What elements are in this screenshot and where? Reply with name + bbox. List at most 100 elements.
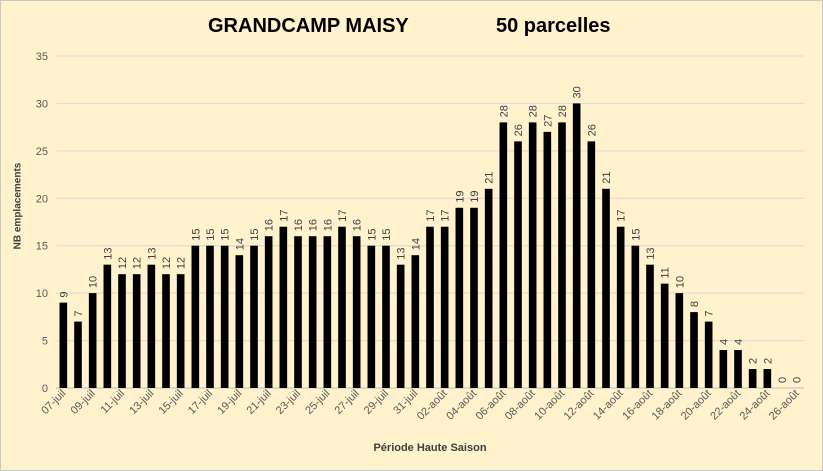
bar [543,131,552,388]
y-tick-label: 30 [36,98,48,110]
data-label: 13 [645,247,657,259]
bar [748,369,757,388]
bar [440,226,449,388]
data-label: 28 [498,105,510,117]
bar [191,245,200,388]
data-label: 0 [777,377,789,383]
bar [103,264,112,388]
bar [660,283,669,388]
data-label: 17 [337,209,349,221]
y-tick-label: 35 [36,51,48,63]
bar [118,274,126,388]
x-tick-label: 29-juil [362,388,391,417]
data-label: 8 [689,301,701,307]
data-label: 15 [366,228,378,240]
data-label: 15 [249,228,261,240]
data-label: 16 [264,219,276,231]
bar [470,207,478,388]
x-tick-label: 17-juil [186,388,215,417]
data-label: 17 [440,209,452,221]
bar [59,302,68,388]
x-tick-label: 09-juil [69,388,98,417]
x-tick-label: 25-juil [303,388,332,417]
data-label: 12 [176,257,188,269]
x-tick-label: 12-août [562,388,597,423]
data-label: 30 [572,86,584,98]
bar [616,226,625,388]
bar [338,226,346,388]
bar [675,293,684,388]
data-label: 12 [161,257,173,269]
data-label: 15 [630,228,642,240]
bar [602,188,610,388]
x-tick-label: 19-juil [215,388,244,417]
data-label: 2 [748,358,760,364]
data-label: 27 [542,115,554,127]
y-tick-label: 20 [36,193,48,205]
data-label: 15 [190,228,202,240]
bar [631,245,640,388]
y-tick-label: 15 [36,241,48,253]
x-tick-label: 24-août [738,388,773,423]
data-label: 13 [102,247,114,259]
data-label: 19 [469,191,481,203]
data-label: 28 [528,105,540,117]
bar [528,122,537,389]
y-tick-label: 10 [36,288,48,300]
data-label: 15 [381,228,393,240]
data-label: 15 [220,228,232,240]
x-tick-label: 06-août [474,388,509,423]
data-label: 12 [132,257,144,269]
data-label: 10 [88,276,100,288]
bar [294,236,302,388]
data-label: 26 [586,124,598,136]
x-tick-label: 20-août [679,388,714,423]
bar [352,236,361,388]
data-label: 11 [660,267,672,278]
bar [88,293,97,388]
x-tick-label: 21-juil [245,388,274,417]
bar [132,274,141,388]
bar [455,207,464,388]
data-label: 16 [352,219,364,231]
bar [690,312,698,388]
bar [499,122,508,389]
x-tick-label: 10-août [532,388,567,423]
x-tick-label: 11-juil [98,388,127,417]
bar [250,245,258,388]
data-label: 12 [117,257,129,269]
bar [308,236,317,388]
x-tick-label: 02-août [415,388,450,423]
data-label: 10 [674,276,686,288]
bar [162,274,170,388]
bar [396,264,405,388]
bar [323,236,332,388]
y-tick-label: 0 [42,383,48,395]
data-label: 21 [484,172,496,184]
bar [367,245,376,388]
chart-subtitle: 50 parcelles [496,15,611,37]
data-label: 14 [234,238,246,250]
data-label: 13 [146,247,158,259]
x-tick-label: 16-août [620,388,655,423]
data-label: 4 [718,339,730,345]
x-tick-label: 13-juil [127,388,156,417]
data-label: 26 [513,124,525,136]
bar [572,103,581,388]
bar [426,226,434,388]
y-tick-label: 25 [36,146,48,158]
data-label: 4 [733,339,745,345]
x-tick-label: 15-juil [157,388,186,417]
bar [147,264,156,388]
bar [279,226,288,388]
data-label: 16 [322,219,334,231]
bar [734,350,742,388]
data-label: 21 [601,172,613,184]
bar [704,321,713,388]
data-label: 16 [308,219,320,231]
bar [206,245,214,388]
chart-title: GRANDCAMP MAISY [208,15,409,37]
data-label: 17 [425,209,437,221]
data-label: 17 [278,209,290,221]
